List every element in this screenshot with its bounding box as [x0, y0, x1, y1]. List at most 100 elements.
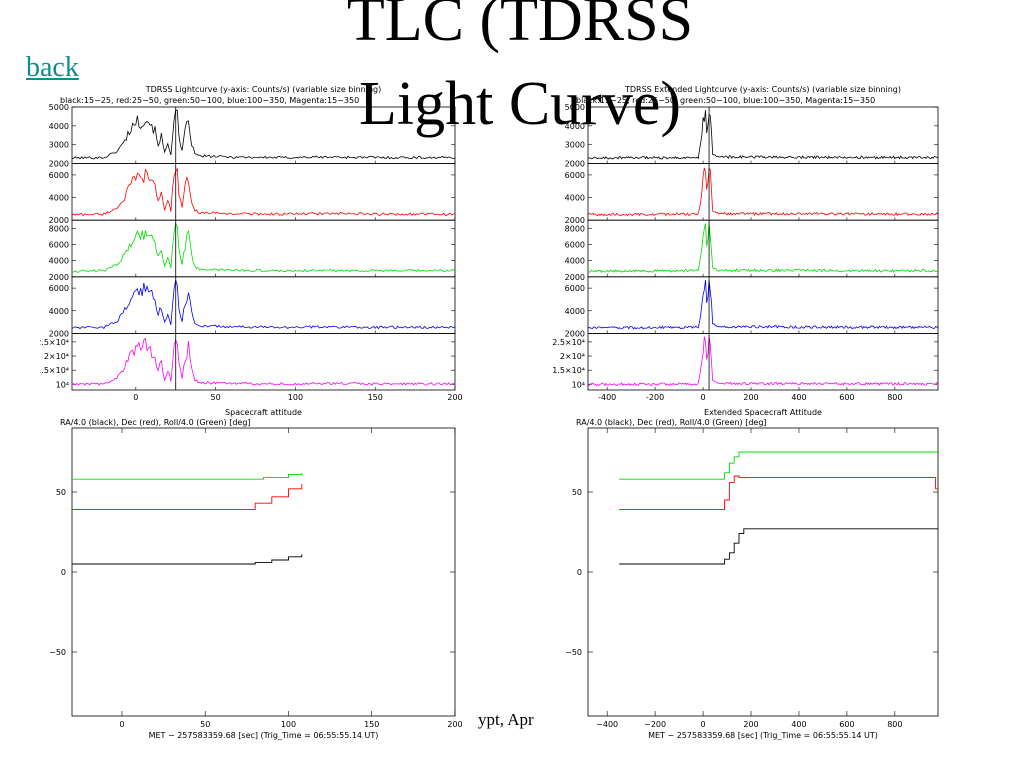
x-tick-label: 200 — [743, 720, 758, 729]
x-tick-label: 0 — [701, 393, 706, 402]
y-tick-label: 2000 — [565, 329, 585, 338]
subplot-frame — [71, 276, 456, 334]
y-tick-label: 6000 — [49, 284, 69, 293]
x-tick-label: 0 — [701, 720, 706, 729]
x-tick-label: 400 — [791, 393, 806, 402]
slide-title-line-1: TLC (TDRSS — [346, 0, 694, 54]
y-tick-label: 2000 — [49, 329, 69, 338]
x-tick-label: -400 — [598, 393, 616, 402]
series-line — [71, 222, 456, 273]
y-tick-label: 1.5×10⁴ — [40, 366, 69, 375]
y-tick-label: 2000 — [49, 160, 69, 169]
series-line — [72, 472, 303, 480]
y-tick-label: 2.5×10⁴ — [40, 338, 69, 347]
y-tick-label: 3000 — [565, 141, 585, 150]
y-tick-label: 1.5×10⁴ — [552, 366, 585, 375]
subplot-frame — [587, 332, 939, 391]
chart-title: Extended Spacecraft Attitude — [704, 408, 822, 417]
series-line — [619, 475, 938, 511]
y-tick-label: 5000 — [49, 103, 69, 112]
y-tick-label: 2000 — [565, 160, 585, 169]
series-line — [619, 451, 938, 480]
extended-lightcurve-svg: TDRSS Extended Lightcurve (y-axis: Count… — [552, 85, 939, 402]
chart-title: TDRSS Lightcurve (y-axis: Counts/s) (var… — [145, 85, 381, 94]
y-tick-label: −50 — [49, 648, 66, 657]
subplot-frame — [587, 276, 939, 334]
y-tick-label: 50 — [56, 488, 66, 497]
subplot-frame — [587, 106, 939, 164]
x-tick-label: 400 — [791, 720, 806, 729]
x-tick-label: -200 — [646, 393, 664, 402]
x-tick-label: 200 — [447, 393, 462, 402]
series-line — [71, 279, 456, 330]
back-link[interactable]: back — [26, 52, 79, 83]
chart-title: Spacecraft attitude — [225, 408, 302, 417]
y-tick-label: 4000 — [49, 122, 69, 131]
y-tick-label: −50 — [565, 648, 582, 657]
y-tick-label: 4000 — [49, 257, 69, 266]
chart-subtitle: RA/4.0 (black), Dec (red), Roll/4.0 (Gre… — [60, 418, 251, 427]
attitude-panel: Spacecraft attitude RA/4.0 (black), Dec (… — [40, 404, 470, 748]
y-tick-label: 4000 — [565, 257, 585, 266]
y-tick-label: 6000 — [565, 284, 585, 293]
extended-attitude-panel: Extended Spacecraft Attitude RA/4.0 (blac… — [545, 404, 950, 748]
y-tick-label: 10⁴ — [56, 380, 69, 389]
x-tick-label: 50 — [211, 393, 221, 402]
series-line — [587, 223, 939, 274]
lightcurve-svg: TDRSS Lightcurve (y-axis: Counts/s) (var… — [36, 85, 462, 402]
x-axis-label: MET − 257583359.68 [sec] (Trig_Time = 06… — [149, 731, 379, 740]
series-line — [71, 167, 456, 217]
y-tick-label: 4000 — [565, 307, 585, 316]
y-tick-label: 4000 — [49, 194, 69, 203]
x-tick-label: 0 — [119, 720, 124, 729]
subplot-frame — [71, 219, 456, 278]
x-tick-label: 200 — [447, 720, 462, 729]
x-tick-label: 150 — [364, 720, 379, 729]
series-line — [71, 337, 456, 386]
series-line — [587, 279, 939, 330]
x-axis-label: MET − 257583359.68 [sec] (Trig_Time = 06… — [648, 731, 878, 740]
x-tick-label: 600 — [839, 720, 854, 729]
x-tick-label: 800 — [887, 720, 902, 729]
y-tick-label: 2×10⁴ — [44, 352, 69, 361]
chart-title: TDRSS Extended Lightcurve (y-axis: Count… — [624, 85, 901, 94]
x-tick-label: 100 — [288, 393, 303, 402]
x-tick-label: 50 — [200, 720, 210, 729]
x-tick-label: 200 — [743, 393, 758, 402]
y-tick-label: 6000 — [49, 171, 69, 180]
chart-subtitle: black:15−25, red:25−50, green:50−100, bl… — [60, 96, 359, 105]
y-tick-label: 3000 — [49, 141, 69, 150]
chart-subtitle: black:15−25, red:25−50, green:50−100, bl… — [576, 96, 875, 105]
plot-frame — [71, 427, 456, 717]
y-tick-label: 2.5×10⁴ — [552, 338, 585, 347]
x-tick-label: 0 — [133, 393, 138, 402]
y-tick-label: 6000 — [49, 240, 69, 249]
y-tick-label: 4000 — [49, 307, 69, 316]
series-line — [72, 484, 303, 511]
y-tick-label: 0 — [61, 568, 66, 577]
y-tick-label: 50 — [572, 488, 582, 497]
series-line — [71, 109, 456, 160]
y-tick-label: 2×10⁴ — [560, 352, 585, 361]
x-tick-label: 150 — [368, 393, 383, 402]
lightcurve-panel: TDRSS Lightcurve (y-axis: Counts/s) (var… — [36, 84, 470, 404]
y-tick-label: 6000 — [565, 171, 585, 180]
subplot-frame — [71, 163, 456, 221]
y-tick-label: 10⁴ — [572, 380, 585, 389]
y-tick-label: 2000 — [49, 216, 69, 225]
subplot-frame — [587, 163, 939, 221]
y-tick-label: 5000 — [565, 103, 585, 112]
series-line — [587, 336, 939, 387]
y-tick-label: 6000 — [565, 240, 585, 249]
y-tick-label: 2000 — [565, 273, 585, 282]
footer-text: ypt, Apr — [478, 710, 534, 729]
x-tick-label: −200 — [644, 720, 666, 729]
chart-subtitle: RA/4.0 (black), Dec (red), Roll/4.0 (Gre… — [576, 418, 767, 427]
y-tick-label: 2000 — [565, 216, 585, 225]
plot-frame — [587, 427, 939, 717]
y-tick-label: 4000 — [565, 122, 585, 131]
x-tick-label: 100 — [281, 720, 296, 729]
subplot-frame — [71, 332, 456, 391]
y-tick-label: 2000 — [49, 273, 69, 282]
